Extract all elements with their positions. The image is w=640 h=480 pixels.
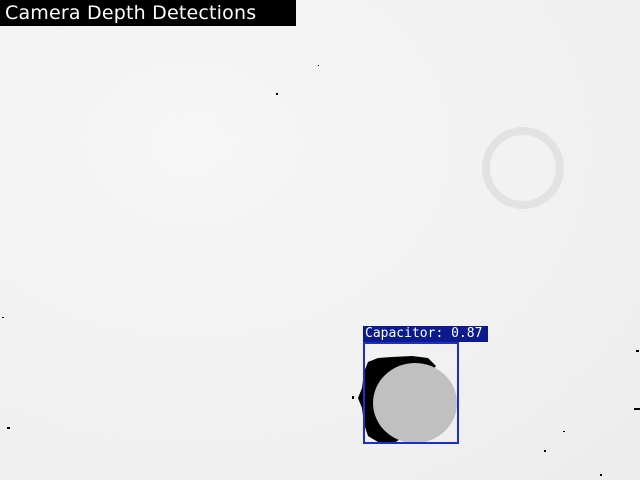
detection-bounding-box: [363, 342, 459, 444]
window-title: Camera Depth Detections: [0, 0, 296, 26]
noise-speck: [600, 474, 602, 476]
noise-speck: [544, 450, 546, 452]
noise-speck: [7, 427, 10, 429]
depth-ring-artifact: [482, 127, 564, 209]
noise-speck: [636, 350, 639, 352]
depth-noise: [2, 65, 640, 476]
noise-speck: [563, 431, 565, 432]
noise-speck: [2, 317, 4, 318]
noise-speck: [318, 65, 319, 66]
capacitor-object: [373, 363, 457, 443]
detection-label: Capacitor: 0.87: [363, 326, 488, 342]
noise-speck: [276, 93, 278, 95]
noise-speck: [352, 396, 354, 399]
noise-speck: [634, 408, 640, 410]
